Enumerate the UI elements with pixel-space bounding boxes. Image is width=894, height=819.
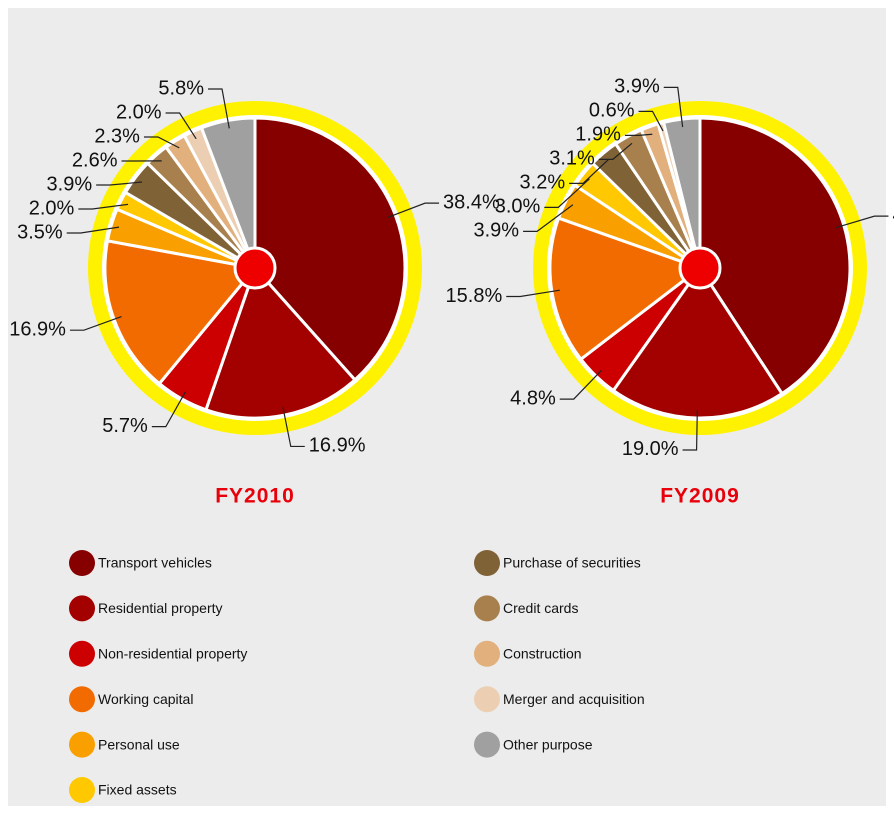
legend-label: Merger and acquisition <box>503 691 645 707</box>
legend-swatch <box>474 732 500 758</box>
data-label: 19.0% <box>622 438 679 460</box>
data-label: 3.5% <box>17 221 63 243</box>
legend-label: Construction <box>503 646 582 662</box>
legend-label: Other purpose <box>503 736 593 752</box>
legend-label: Fixed assets <box>98 782 177 798</box>
data-label: 0.6% <box>589 100 635 122</box>
data-label: 5.7% <box>102 415 148 437</box>
legend-swatch <box>69 777 95 803</box>
legend-label: Purchase of securities <box>503 555 641 571</box>
legend-label: Transport vehicles <box>98 555 212 571</box>
chart-title: FY2010 <box>215 485 295 508</box>
legend-swatch <box>474 550 500 576</box>
legend-swatch <box>69 732 95 758</box>
data-label: 3.9% <box>473 220 519 242</box>
data-label: 16.9% <box>9 318 66 340</box>
pie-hub <box>680 248 720 288</box>
legend-swatch <box>474 595 500 621</box>
data-label: 2.3% <box>94 125 140 147</box>
legend-swatch <box>69 641 95 667</box>
pie-hub <box>235 248 275 288</box>
data-label: 2.6% <box>72 149 118 171</box>
data-label: 1.9% <box>575 124 621 146</box>
data-label: 16.9% <box>309 435 366 457</box>
data-label: 3.1% <box>549 148 595 170</box>
data-label: 3.9% <box>614 76 660 98</box>
data-label: 3.2% <box>520 172 566 194</box>
legend-label: Residential property <box>98 600 223 616</box>
legend-swatch <box>69 595 95 621</box>
data-label: 38.4% <box>443 191 500 213</box>
legend-swatch <box>69 686 95 712</box>
chart-title: FY2009 <box>660 485 740 508</box>
legend-swatch <box>69 550 95 576</box>
legend-swatch <box>474 686 500 712</box>
data-label: 3.9% <box>47 173 93 195</box>
data-label: 5.8% <box>158 77 204 99</box>
legend-swatch <box>474 641 500 667</box>
legend-label: Personal use <box>98 736 180 752</box>
data-label: 2.0% <box>29 197 75 219</box>
legend-label: Working capital <box>98 691 193 707</box>
data-label: 15.8% <box>446 285 503 307</box>
data-label: 2.0% <box>116 101 162 123</box>
data-label: 3.0% <box>495 196 541 218</box>
legend-label: Non-residential property <box>98 646 247 662</box>
data-label: 4.8% <box>510 387 556 409</box>
legend-label: Credit cards <box>503 600 578 616</box>
